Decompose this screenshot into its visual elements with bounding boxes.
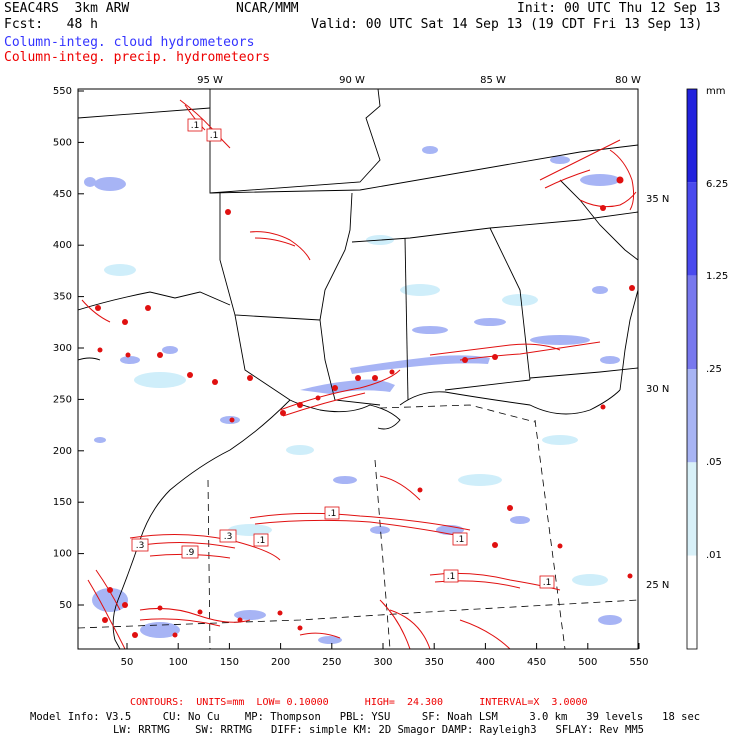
colorbar-segment	[687, 89, 697, 183]
org-label: NCAR/MMM	[236, 1, 299, 16]
y-tick-label: 200	[53, 446, 72, 457]
map-frame	[77, 88, 639, 650]
contour-label-box: .1	[324, 506, 340, 520]
contour-label-box: .1	[187, 118, 203, 132]
lon-tick-label: 85 W	[480, 75, 506, 86]
geographic-boundaries	[78, 89, 638, 649]
svg-text:.3: .3	[136, 541, 145, 551]
precip-cells	[95, 176, 635, 638]
lat-tick-label: 35 N	[646, 194, 669, 205]
latitude-ticks: 35 N 30 N 25 N	[646, 194, 669, 591]
contour-label-box: .1	[253, 533, 269, 547]
colorbar-frame	[686, 88, 698, 650]
svg-text:.1: .1	[543, 578, 552, 588]
model-info-line2: LW: RRTMG SW: RRTMG DIFF: simple KM: 2D …	[113, 724, 645, 736]
x-tick-label: 150	[220, 657, 239, 668]
grid-dashed-lines	[78, 404, 638, 649]
x-tick-label: 50	[121, 657, 134, 668]
colorbar-label: .25	[706, 364, 722, 375]
contour-label-box: .3	[219, 529, 237, 543]
svg-text:.1: .1	[191, 121, 200, 131]
lat-tick-label: 30 N	[646, 384, 669, 395]
y-tick-label: 450	[53, 189, 72, 200]
model-title: SEAC4RS 3km ARW	[4, 1, 130, 16]
init-time: Init: 00 UTC Thu 12 Sep 13	[517, 1, 721, 16]
x-tick-label: 350	[425, 657, 444, 668]
y-tick-label: 400	[53, 240, 72, 251]
y-tick-label: 100	[53, 549, 72, 560]
y-tick-label: 550	[53, 86, 72, 97]
colorbar-labels: 6.25 1.25 .25 .05 .01	[706, 179, 728, 561]
colorbar-label: .01	[706, 550, 722, 561]
contour-label-box: .3	[131, 538, 149, 552]
lon-tick-label: 95 W	[197, 75, 223, 86]
x-tick-label: 100	[169, 657, 188, 668]
y-tick-label: 350	[53, 292, 72, 303]
x-axis-ticks: 50 100 150 200 250 300 350 400 450 500 550	[121, 643, 649, 668]
svg-text:.1: .1	[447, 572, 456, 582]
colorbar-unit: mm	[706, 86, 725, 97]
colorbar-label: .05	[706, 457, 722, 468]
valid-time: Valid: 00 UTC Sat 14 Sep 13 (19 CDT Fri …	[311, 17, 703, 32]
x-tick-label: 300	[373, 657, 392, 668]
longitude-ticks: 95 W 90 W 85 W 80 W	[197, 75, 641, 86]
svg-text:.1: .1	[328, 509, 337, 519]
colorbar-segment	[687, 462, 697, 556]
lon-tick-label: 90 W	[339, 75, 365, 86]
y-tick-label: 50	[59, 600, 72, 611]
contour-label-box: .1	[539, 575, 555, 589]
x-tick-label: 550	[629, 657, 648, 668]
forecast-hour: Fcst: 48 h	[4, 17, 98, 32]
svg-text:.3: .3	[224, 532, 233, 542]
y-tick-label: 150	[53, 497, 72, 508]
svg-text:.1: .1	[456, 535, 465, 545]
colorbar-segment	[687, 182, 697, 276]
x-tick-label: 200	[271, 657, 290, 668]
contour-label-box: .1	[443, 569, 459, 583]
contour-label-box: .1	[206, 128, 222, 142]
lon-tick-label: 80 W	[615, 75, 641, 86]
colorbar: mm 6.25 1.25 .25 .05 .01	[686, 86, 728, 650]
field2-label: Column-integ. precip. hydrometeors	[4, 50, 271, 65]
y-tick-label: 250	[53, 394, 72, 405]
x-tick-label: 250	[322, 657, 341, 668]
y-axis-ticks: 550 500 450 400 350 300 250 200 150 100 50	[53, 86, 84, 611]
y-tick-label: 500	[53, 137, 72, 148]
field1-label: Column-integ. cloud hydrometeors	[4, 35, 255, 50]
x-tick-label: 450	[527, 657, 546, 668]
model-info-line1: Model Info: V3.5 CU: No Cu MP: Thompson …	[30, 711, 701, 723]
x-tick-label: 400	[476, 657, 495, 668]
colorbar-label: 1.25	[706, 271, 728, 282]
forecast-map: .1 .1 .3 .9 .3 .1 .1 .1 .1 .1 95 W 90 W …	[53, 75, 728, 668]
lat-tick-label: 25 N	[646, 580, 669, 591]
colorbar-segment	[687, 369, 697, 463]
cloud-light-field	[104, 235, 608, 586]
contour-label-box: .9	[181, 545, 199, 559]
svg-text:.1: .1	[210, 131, 219, 141]
x-tick-label: 500	[578, 657, 597, 668]
colorbar-segment	[687, 275, 697, 369]
svg-text:.1: .1	[257, 536, 266, 546]
contour-label-box: .1	[452, 532, 468, 546]
svg-text:.9: .9	[186, 548, 195, 558]
y-tick-label: 300	[53, 343, 72, 354]
cloud-hydrometeor-field	[84, 146, 622, 644]
colorbar-label: 6.25	[706, 179, 728, 190]
contour-labels: .1 .1 .3 .9 .3 .1 .1 .1 .1 .1	[131, 118, 555, 589]
contours-info: CONTOURS: UNITS=mm LOW= 0.10000 HIGH= 24…	[130, 697, 588, 708]
colorbar-segment	[687, 555, 697, 649]
